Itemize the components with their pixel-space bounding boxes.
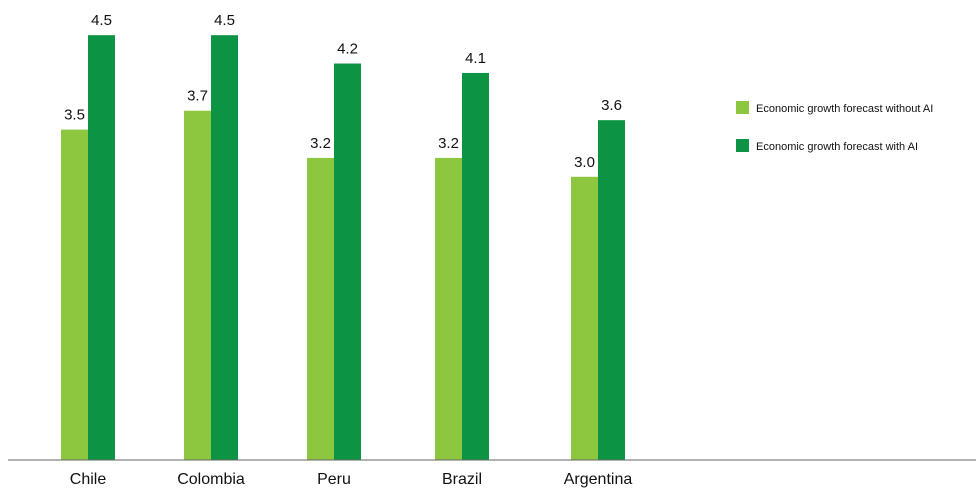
value-label-peru-without-ai: 3.2: [310, 135, 331, 152]
legend-label-without-ai: Economic growth forecast without AI: [756, 103, 933, 115]
category-label-colombia: Colombia: [177, 471, 245, 488]
category-label-argentina: Argentina: [564, 471, 633, 488]
value-labels-layer: 3.5 4.5 3.7 4.5 3.2 4.2 3.2 4.1 3.0 3.6: [64, 12, 622, 171]
bar-peru-without-ai: [307, 157, 334, 461]
bar-peru-with-ai: [334, 63, 361, 461]
category-label-peru: Peru: [317, 471, 351, 488]
value-label-argentina-with-ai: 3.6: [601, 97, 622, 114]
value-label-chile-without-ai: 3.5: [64, 107, 85, 124]
value-label-brazil-with-ai: 4.1: [465, 50, 486, 67]
bar-brazil-without-ai: [435, 157, 462, 461]
bar-argentina-without-ai: [571, 176, 598, 461]
category-label-brazil: Brazil: [442, 471, 482, 488]
value-label-colombia-with-ai: 4.5: [214, 12, 235, 29]
legend-label-with-ai: Economic growth forecast with AI: [756, 141, 918, 153]
category-labels-layer: Chile Colombia Peru Brazil Argentina: [70, 471, 633, 488]
bar-chile-with-ai: [88, 35, 115, 460]
value-label-brazil-without-ai: 3.2: [438, 135, 459, 152]
legend-swatch-without-ai: [736, 101, 749, 114]
bar-colombia-without-ai: [184, 110, 211, 460]
bars-layer: [61, 35, 625, 461]
bar-colombia-with-ai: [211, 35, 238, 460]
value-label-argentina-without-ai: 3.0: [574, 154, 595, 171]
category-label-chile: Chile: [70, 471, 107, 488]
bar-brazil-with-ai: [462, 72, 489, 461]
value-label-colombia-without-ai: 3.7: [187, 88, 208, 105]
value-label-chile-with-ai: 4.5: [91, 12, 112, 29]
bar-chile-without-ai: [61, 129, 88, 460]
bar-argentina-with-ai: [598, 120, 625, 460]
value-label-peru-with-ai: 4.2: [337, 41, 358, 58]
legend-swatch-with-ai: [736, 139, 749, 152]
legend: Economic growth forecast without AI Econo…: [736, 101, 933, 153]
